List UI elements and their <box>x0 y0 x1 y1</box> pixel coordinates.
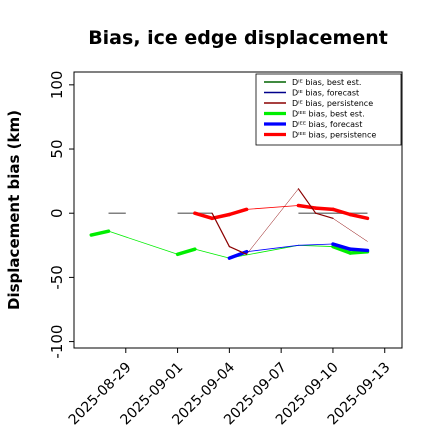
series-segment <box>332 218 368 242</box>
series-segment <box>297 188 317 214</box>
series-segment <box>331 207 352 217</box>
legend-entry: Dᴵᴱᴱ bias, persistence <box>292 131 376 140</box>
series-segment <box>298 243 334 246</box>
series-segment <box>348 247 370 253</box>
y-tick-label: 100 <box>48 71 66 100</box>
series-4 <box>89 229 370 259</box>
legend: Dᴵᴱ bias, best est.Dᴵᴱ bias, forecastDᴵᴱ… <box>255 73 402 146</box>
series-6 <box>193 203 370 221</box>
series-segment <box>315 212 334 219</box>
y-tick-label: -50 <box>48 265 66 290</box>
series-segment <box>89 229 111 237</box>
series-segment <box>313 206 335 212</box>
series-segment <box>228 245 248 255</box>
legend-entry: Dᴵᴱᴱ bias, best est. <box>292 110 365 119</box>
series-segment <box>193 211 214 221</box>
series-segment <box>228 244 299 259</box>
series-segment <box>194 248 230 259</box>
legend-entry: Dᴵᴱ bias, forecast <box>292 89 359 98</box>
series-segment <box>331 244 352 255</box>
series-segment <box>175 247 197 257</box>
series-segment <box>331 242 352 251</box>
y-axis-label: Displacement bias (km) <box>5 110 23 310</box>
plot-frame <box>73 71 403 349</box>
legend-entry: Dᴵᴱᴱ bias, forecast <box>292 120 362 129</box>
series-segment <box>246 188 299 255</box>
series-segment <box>246 205 299 210</box>
legend-entry: Dᴵᴱ bias, best est. <box>292 78 361 87</box>
series-segment <box>296 203 318 210</box>
y-tick-label: -100 <box>48 325 66 359</box>
series-segment <box>348 212 370 221</box>
series-segment <box>108 230 178 255</box>
series-segment <box>246 244 299 253</box>
legend-entry: Dᴵᴱ bias, persistence <box>292 99 373 108</box>
series-segment <box>211 212 230 248</box>
series-segment <box>298 244 334 247</box>
series-segment <box>227 207 249 217</box>
chart-title: Bias, ice edge displacement <box>88 27 388 49</box>
y-tick-label: 0 <box>48 208 66 218</box>
y-tick-label: 50 <box>48 139 66 158</box>
series-3 <box>211 188 368 255</box>
